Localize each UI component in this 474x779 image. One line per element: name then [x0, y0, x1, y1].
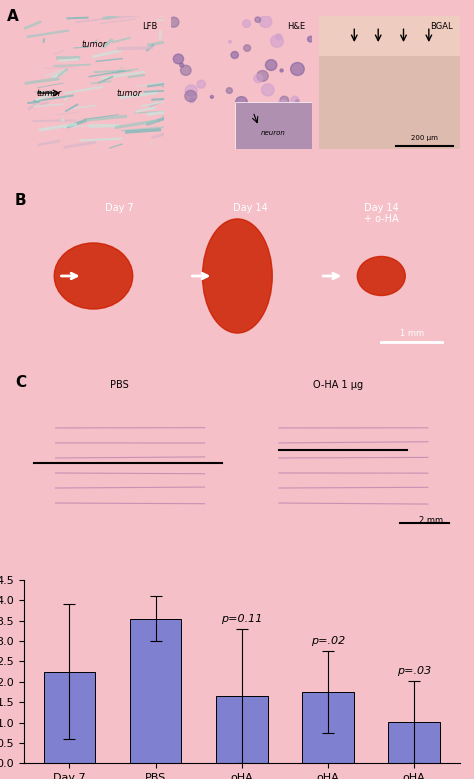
Bar — [319, 55, 460, 149]
Ellipse shape — [202, 219, 272, 333]
Circle shape — [181, 65, 191, 76]
Circle shape — [231, 51, 238, 58]
Circle shape — [173, 54, 183, 64]
Bar — [302, 692, 354, 763]
Text: H&E: H&E — [287, 23, 305, 31]
Text: A: A — [7, 9, 18, 24]
Circle shape — [190, 98, 194, 103]
Text: p=.03: p=.03 — [397, 666, 431, 676]
Text: tumor: tumor — [36, 89, 62, 97]
Circle shape — [275, 34, 282, 40]
Bar — [319, 16, 460, 55]
Circle shape — [236, 97, 247, 108]
Bar — [216, 696, 268, 763]
Ellipse shape — [54, 243, 133, 309]
Bar — [235, 102, 312, 149]
Circle shape — [244, 45, 251, 51]
Text: B: B — [15, 193, 27, 209]
Circle shape — [243, 19, 251, 27]
Text: neuron: neuron — [260, 130, 285, 136]
Circle shape — [265, 60, 277, 70]
Text: LFB: LFB — [142, 23, 157, 31]
Bar — [130, 619, 182, 763]
Text: Day 7: Day 7 — [105, 203, 134, 213]
Text: tumor: tumor — [117, 89, 142, 97]
Circle shape — [210, 96, 213, 98]
Text: + o-HA: + o-HA — [364, 214, 399, 224]
Circle shape — [262, 84, 274, 96]
Circle shape — [168, 17, 179, 27]
Text: 2 mm: 2 mm — [419, 516, 443, 525]
Bar — [44, 671, 95, 763]
Text: Day 14: Day 14 — [233, 203, 268, 213]
Text: O-HA 1 μg: O-HA 1 μg — [313, 380, 363, 390]
Text: p=.02: p=.02 — [311, 636, 345, 647]
Circle shape — [228, 41, 231, 43]
Text: PBS: PBS — [110, 380, 129, 390]
Circle shape — [180, 63, 183, 67]
Text: BGAL: BGAL — [430, 23, 453, 31]
Circle shape — [259, 16, 272, 27]
Text: 200 μm: 200 μm — [411, 135, 438, 141]
Circle shape — [185, 90, 197, 101]
Text: p=0.11: p=0.11 — [221, 614, 263, 624]
Circle shape — [226, 88, 232, 93]
Circle shape — [291, 62, 304, 76]
Circle shape — [185, 85, 197, 96]
Circle shape — [291, 97, 299, 104]
Circle shape — [254, 74, 263, 83]
Circle shape — [280, 69, 283, 72]
Circle shape — [296, 100, 299, 103]
Circle shape — [276, 100, 289, 112]
Circle shape — [308, 37, 313, 42]
Circle shape — [257, 71, 268, 81]
Text: 1 mm: 1 mm — [400, 329, 424, 338]
Text: tumor: tumor — [82, 41, 107, 49]
Text: Day 14: Day 14 — [364, 203, 399, 213]
Bar — [388, 722, 440, 763]
Ellipse shape — [357, 256, 405, 295]
Circle shape — [271, 35, 283, 48]
Circle shape — [255, 17, 261, 23]
Circle shape — [197, 80, 205, 88]
Text: C: C — [15, 375, 26, 390]
Circle shape — [280, 97, 289, 104]
